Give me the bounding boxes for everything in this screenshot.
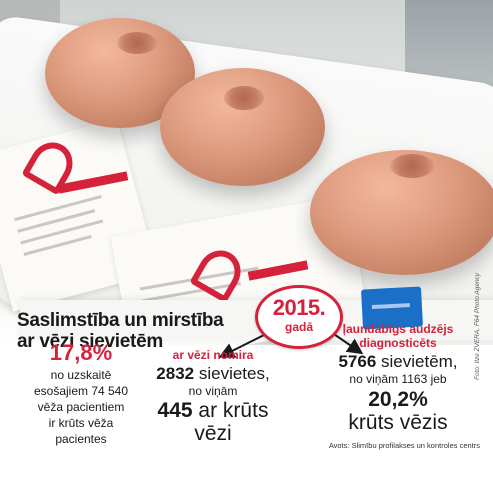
source-note: Avots: Slimību profilakses un kontroles … (328, 441, 480, 450)
stat-right-percent: 20,2% (368, 388, 428, 411)
year-badge-year: 2015. (272, 295, 326, 320)
stat-mid-big-suffix: ar krūts (192, 399, 269, 422)
headline-line1: Saslimstība un mirstība (17, 310, 224, 331)
year-badge-sub: gadā (284, 320, 313, 334)
photo-breast-models (0, 0, 493, 345)
breast-model (160, 68, 325, 186)
stat-mid-of-them: no viņām (188, 384, 238, 398)
headline-line2: ar vēzi sievietēm (17, 331, 163, 352)
stat-mid-big-word: vēzi (194, 422, 232, 445)
stat-right-number-suffix: sievietēm, (376, 352, 458, 371)
stat-right-of-them: no viņām 1163 jeb (349, 372, 447, 386)
stat-deaths: ar vēzi nomira 2832 sievietes, no viņām … (146, 348, 280, 445)
stat-right-number: 5766 (338, 352, 377, 371)
headline: Saslimstība un mirstība ar vēzi sievietē… (17, 310, 224, 352)
stat-mid-label: ar vēzi nomira (172, 348, 254, 362)
stat-left-line: pacientes (55, 432, 107, 446)
stat-left-line: no uzskaitē (50, 368, 112, 382)
stat-diagnosed: ļaundabīgs audzējs diagnosticēts 5766 si… (318, 322, 478, 434)
stat-mid-big-number: 445 (157, 399, 193, 422)
stat-mid-number: 2832 (156, 364, 195, 383)
year-badge: 2015. gadā (255, 285, 343, 349)
arrow-left (218, 332, 269, 358)
stat-left-line: ir krūts vēža (48, 416, 114, 430)
stat-right-big-word: krūts vēzis (348, 411, 448, 434)
stat-right-label-line1: ļaundabīgs audzējs (342, 322, 454, 336)
stat-registered-patients: 17,8% no uzskaitē esošajiem 74 540 vēža … (16, 340, 146, 447)
stat-left-line: esošajiem 74 540 (33, 384, 129, 398)
stat-left-line: vēža pacientiem (37, 400, 125, 414)
breast-model (310, 150, 493, 275)
stat-right-label-line2: diagnosticēts (359, 336, 437, 350)
stat-left-percent: 17,8% (49, 340, 113, 365)
stat-mid-number-suffix: sievietes, (194, 364, 270, 383)
